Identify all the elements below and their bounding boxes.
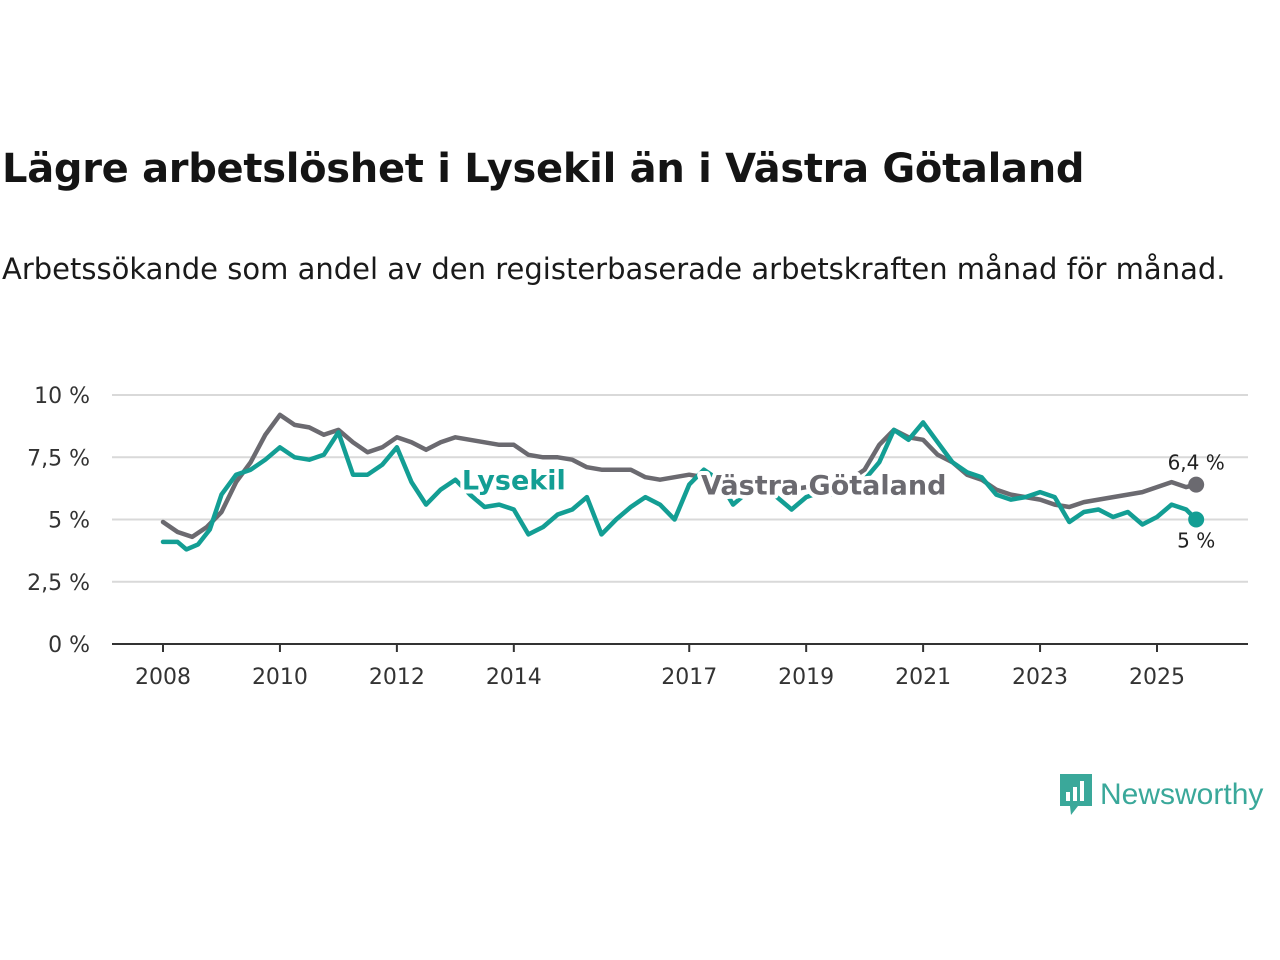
newsworthy-logo: Newsworthy <box>1058 772 1263 818</box>
y-tick-label: 2,5 % <box>27 571 90 596</box>
x-tick-label: 2014 <box>486 665 542 690</box>
page-title: Lägre arbetslöshet i Lysekil än i Västra… <box>2 146 1085 192</box>
x-tick-label: 2008 <box>135 665 191 690</box>
series-annotation-lysekil: Lysekil <box>462 466 566 497</box>
x-tick-label: 2021 <box>895 665 951 690</box>
brand-name: Newsworthy <box>1100 778 1264 811</box>
series-annotation-vastra: Västra Götaland <box>701 471 946 502</box>
end-value-label-lysekil: 5 % <box>1177 529 1215 553</box>
x-tick-label: 2023 <box>1012 665 1068 690</box>
grid-layer: 0 % 2,5 % 5 % 7,5 % 10 % 2008 2010 2012 2014 2017… <box>27 384 1248 690</box>
chart-bubble-icon <box>1060 774 1092 815</box>
x-tick-label: 2019 <box>778 665 834 690</box>
end-point-lysekil <box>1188 511 1205 528</box>
y-tick-label: 0 % <box>48 633 90 658</box>
series-line-lysekil <box>160 420 1199 552</box>
x-tick-label: 2010 <box>252 665 308 690</box>
y-tick-label: 7,5 % <box>27 446 90 471</box>
x-tick-label: 2012 <box>369 665 425 690</box>
page-subtitle: Arbetssökande som andel av den registerb… <box>2 252 1226 286</box>
end-point-vastra <box>1188 476 1205 493</box>
y-tick-label: 5 % <box>48 509 90 534</box>
label-layer: 6,4 % 5 % Lysekil Västra Götaland <box>458 451 1225 553</box>
end-value-label-vastra: 6,4 % <box>1168 451 1225 475</box>
series-layer <box>160 412 1205 552</box>
x-tick-label: 2017 <box>661 665 717 690</box>
x-tick-label: 2025 <box>1129 665 1185 690</box>
y-tick-label: 10 % <box>34 384 90 409</box>
